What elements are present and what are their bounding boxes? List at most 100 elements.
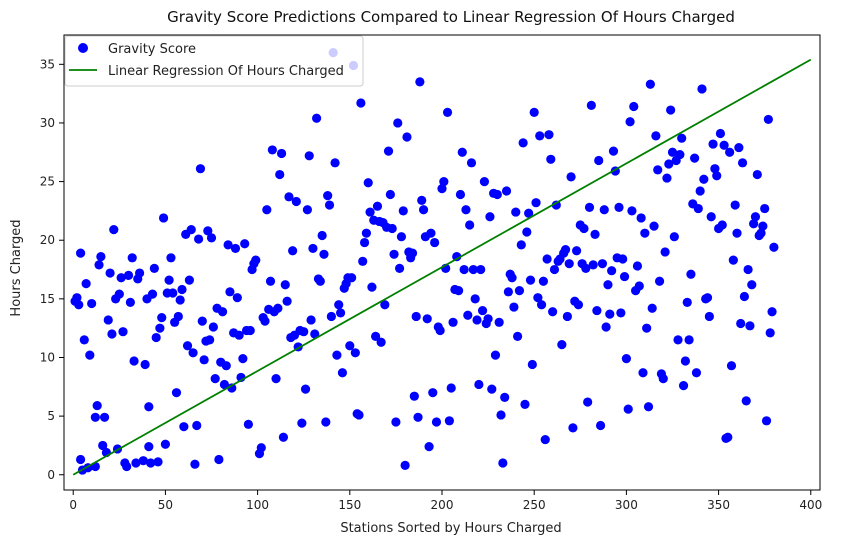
scatter-point [669, 232, 679, 242]
scatter-point [750, 212, 761, 222]
scatter-point [540, 434, 550, 445]
scatter-point [330, 158, 340, 168]
scatter-point [140, 359, 150, 370]
scatter-point [105, 268, 115, 278]
scatter-point [680, 356, 691, 366]
scatter-point [129, 356, 139, 366]
scatter-point [664, 159, 674, 169]
scatter-point [350, 348, 360, 358]
scatter-point [225, 287, 235, 297]
scatter-point [417, 195, 427, 205]
scatter-point [288, 246, 298, 256]
scatter-point [367, 282, 377, 292]
scatter-point [275, 169, 285, 180]
scatter-point [594, 155, 604, 166]
scatter-point [214, 454, 224, 465]
scatter-point [454, 286, 464, 296]
scatter-point [629, 101, 639, 112]
scatter-point [164, 275, 174, 285]
scatter-point [586, 100, 596, 110]
scatter-point [310, 329, 320, 339]
scatter-point [442, 107, 453, 117]
scatter-point [87, 298, 97, 309]
scatter-point [560, 245, 571, 255]
scatter-point [614, 202, 624, 212]
scatter-point [601, 322, 611, 332]
scatter-point [712, 171, 722, 181]
scatter-point [358, 256, 368, 266]
scatter-point [345, 341, 355, 351]
scatter-point [99, 412, 110, 422]
scatter-point [660, 247, 670, 257]
scatter-point [767, 307, 777, 317]
scatter-point [173, 311, 183, 322]
scatter-point [96, 252, 106, 262]
scatter-point [160, 439, 171, 449]
scatter-point [627, 206, 637, 216]
scatter-point [522, 227, 532, 237]
x-tick-label: 150 [338, 498, 361, 512]
scatter-point [605, 309, 615, 319]
scatter-point [708, 139, 718, 149]
scatter-point [765, 328, 775, 338]
scatter-point [186, 225, 196, 235]
scatter-point [597, 259, 608, 269]
scatter-point [745, 321, 755, 331]
scatter-point [741, 396, 751, 406]
scatter-point [682, 297, 692, 307]
scatter-point [243, 419, 253, 429]
scatter-point [372, 201, 383, 211]
scatter-point [206, 233, 217, 243]
scatter-point [361, 228, 371, 238]
scatter-point [477, 305, 488, 316]
scatter-point [324, 200, 335, 210]
scatter-point [411, 311, 421, 322]
scatter-point [394, 263, 405, 273]
scatter-point [177, 284, 187, 295]
scatter-point [710, 164, 720, 174]
scatter-point [465, 220, 475, 230]
scatter-point [584, 202, 595, 212]
scatter-point [726, 361, 737, 371]
scatter-point [483, 314, 493, 324]
scatter-point [761, 416, 772, 426]
scatter-point [125, 297, 135, 307]
scatter-point [363, 178, 373, 188]
scatter-point [645, 79, 655, 89]
scatter-point [435, 325, 445, 336]
x-tick-label: 50 [158, 498, 173, 512]
scatter-point [439, 176, 449, 187]
scatter-point [452, 252, 462, 262]
scatter-point [730, 200, 740, 210]
scatter-point [514, 286, 525, 296]
scatter-point [619, 271, 630, 282]
scatter-point [623, 404, 633, 414]
scatter-point [400, 460, 410, 470]
scatter-point [693, 203, 703, 214]
scatter-point [422, 314, 432, 324]
scatter-point [444, 416, 454, 426]
scatter-point [312, 113, 322, 123]
scatter-point [376, 337, 386, 347]
scatter-point [184, 275, 194, 285]
legend-entry-gravity-score: Gravity Score [108, 42, 196, 57]
scatter-point [463, 310, 473, 320]
scatter-point [636, 213, 646, 223]
scatter-point [490, 350, 501, 360]
scatter-point [476, 264, 486, 275]
scatter-point [365, 207, 375, 217]
scatter-point [208, 322, 218, 332]
scatter-point [267, 145, 277, 155]
plot-area [70, 47, 812, 476]
y-axis-label: Hours Charged [9, 219, 24, 316]
scatter-point [590, 229, 600, 239]
scatter-point [474, 379, 484, 390]
scatter-point [734, 142, 744, 153]
scatter-point [566, 172, 576, 182]
scatter-point [638, 368, 648, 378]
scatter-point [94, 260, 104, 270]
scatter-point [171, 388, 182, 398]
scatter-point [579, 223, 589, 234]
scatter-point [240, 239, 250, 249]
scatter-point [662, 173, 672, 183]
